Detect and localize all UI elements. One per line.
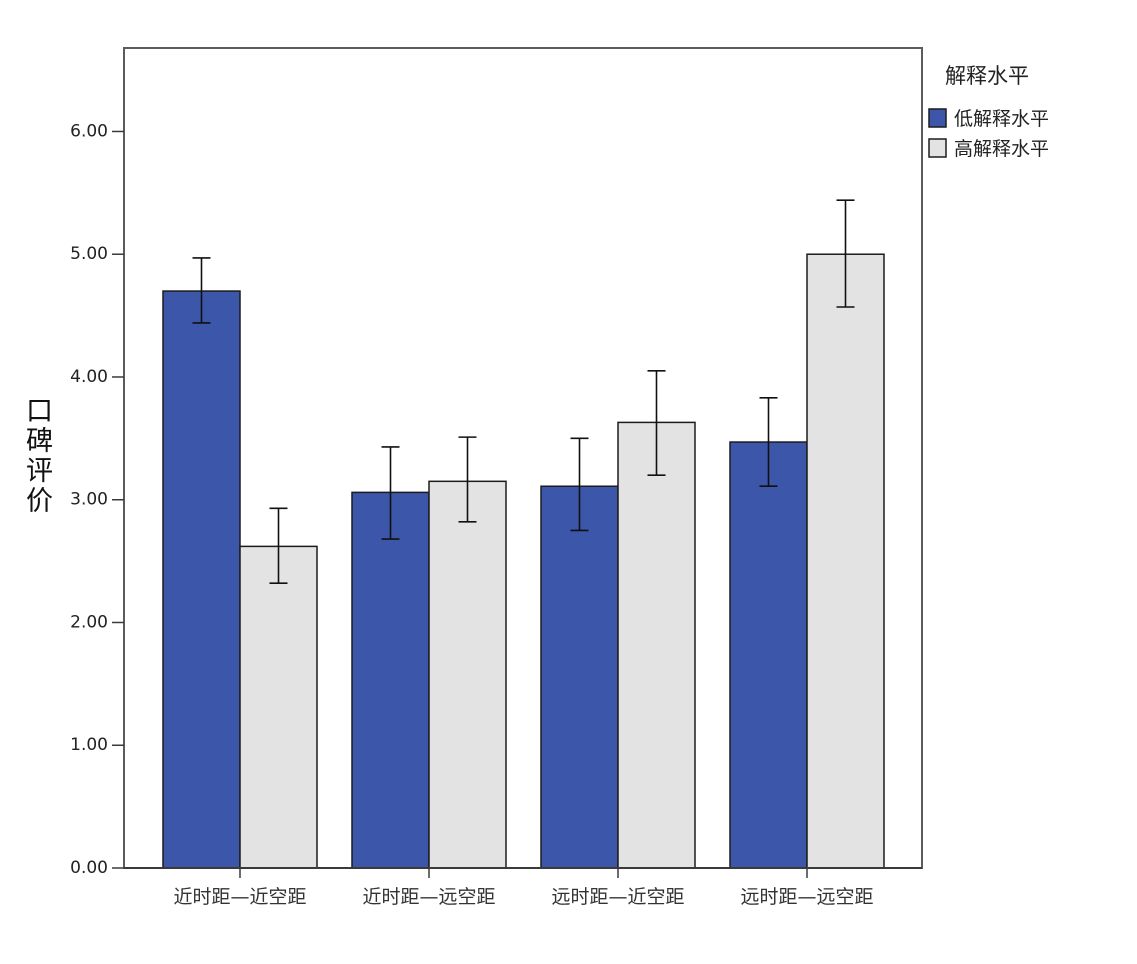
x-axis: 近时距—近空距 近时距—远空距 远时距—近空距 远时距—远空距 bbox=[173, 868, 874, 908]
error-bar-series-1-category-3 bbox=[570, 437, 589, 532]
y-tick-label: 5.00 bbox=[70, 244, 108, 264]
legend-item-high: 高解释水平 bbox=[928, 138, 1049, 160]
y-axis: 0.00 1.00 2.00 3.00 4.00 5.00 6.00 bbox=[70, 121, 124, 878]
legend-title: 解释水平 bbox=[945, 64, 1029, 88]
error-bar-series-2-category-2 bbox=[458, 436, 477, 523]
error-bar-series-1-category-2 bbox=[381, 446, 400, 540]
bar-series-2-category-2 bbox=[428, 480, 507, 869]
legend-item-low: 低解释水平 bbox=[928, 108, 1049, 130]
legend-label-low: 低解释水平 bbox=[954, 108, 1049, 130]
x-tick-label: 近时距—远空距 bbox=[362, 886, 495, 908]
bar-series-1-category-2 bbox=[351, 491, 430, 869]
x-tick-label: 远时距—远空距 bbox=[740, 886, 873, 908]
error-bar-series-2-category-1 bbox=[269, 507, 288, 585]
error-bar-series-2-category-3 bbox=[647, 370, 666, 476]
bar-series-2-category-3 bbox=[617, 421, 696, 869]
error-bar-series-2-category-4 bbox=[836, 199, 855, 308]
legend: 解释水平 低解释水平 高解释水平 bbox=[928, 64, 1049, 160]
x-tick-label: 近时距—近空距 bbox=[173, 886, 306, 908]
bar-series-2-category-1 bbox=[239, 545, 318, 869]
x-tick-label: 远时距—近空距 bbox=[551, 886, 684, 908]
legend-swatch-low bbox=[928, 108, 947, 128]
y-tick-label: 6.00 bbox=[70, 121, 108, 141]
error-bar-series-1-category-1 bbox=[192, 257, 211, 324]
bar-series-2-category-4 bbox=[806, 253, 885, 869]
y-tick-label: 4.00 bbox=[70, 367, 108, 387]
bar-series-1-category-3 bbox=[540, 485, 619, 869]
y-tick-label: 3.00 bbox=[70, 490, 108, 510]
bars-layer bbox=[162, 253, 885, 869]
y-axis-title: 口碑评价 bbox=[21, 396, 52, 516]
y-tick-label: 2.00 bbox=[70, 612, 108, 632]
bar-series-1-category-1 bbox=[162, 290, 241, 869]
y-tick-label: 1.00 bbox=[70, 735, 108, 755]
legend-swatch-high bbox=[928, 138, 947, 158]
y-tick-label: 0.00 bbox=[70, 858, 108, 878]
bar-series-1-category-4 bbox=[729, 441, 808, 869]
legend-label-high: 高解释水平 bbox=[954, 138, 1049, 160]
error-bar-series-1-category-4 bbox=[759, 397, 778, 488]
error-bars-layer bbox=[192, 199, 855, 585]
